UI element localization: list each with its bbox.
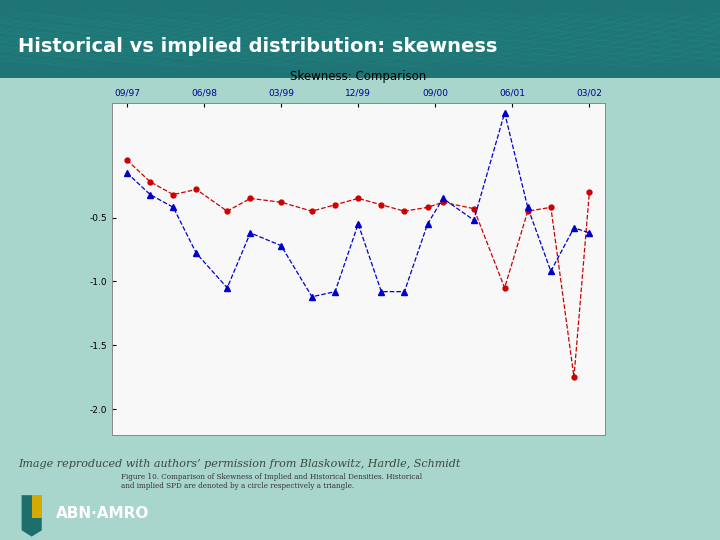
Text: Image reproduced with authors’ permission from Blaskowitz, Hardle, Schmidt: Image reproduced with authors’ permissio… — [18, 458, 460, 469]
Text: Figure 10. Comparison of Skewness of Implied and Historical Densities. Historica: Figure 10. Comparison of Skewness of Imp… — [122, 473, 423, 490]
Title: Skewness: Comparison: Skewness: Comparison — [290, 70, 426, 83]
Polygon shape — [32, 495, 42, 518]
Text: ABN·AMRO: ABN·AMRO — [56, 505, 150, 521]
Text: Historical vs implied distribution: skewness: Historical vs implied distribution: skew… — [18, 37, 498, 57]
Polygon shape — [22, 495, 42, 537]
